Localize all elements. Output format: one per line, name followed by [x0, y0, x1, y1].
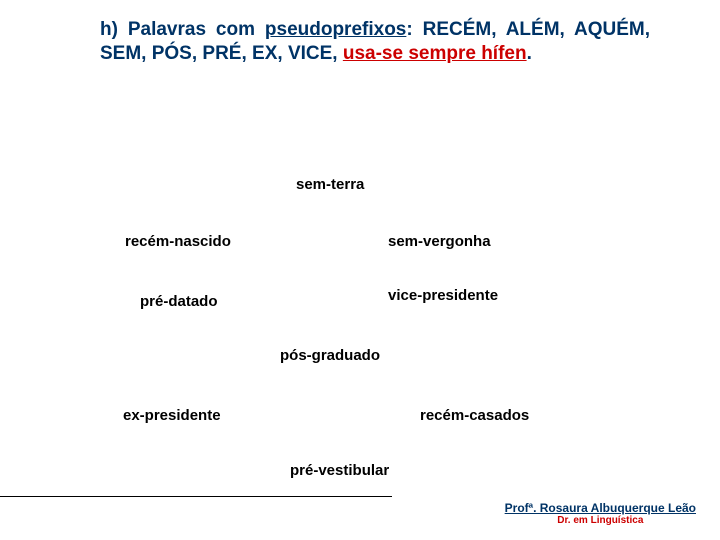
example-word-4: pré-datado	[140, 293, 218, 310]
example-word-7: ex-presidente	[123, 407, 221, 424]
example-word-6: pós-graduado	[280, 347, 380, 364]
example-word-9: pré-vestibular	[290, 462, 389, 479]
example-word-3: sem-vergonha	[388, 233, 491, 250]
footer-author: Profª. Rosaura Albuquerque Leão	[505, 501, 696, 515]
heading-part5: .	[527, 43, 532, 64]
divider-line	[0, 496, 392, 497]
footer-subtitle: Dr. em Linguística	[505, 515, 696, 526]
example-word-2: recém-nascido	[125, 233, 231, 250]
footer: Profª. Rosaura Albuquerque Leão Dr. em L…	[505, 501, 696, 526]
example-word-8: recém-casados	[420, 407, 529, 424]
slide-heading: h) Palavras com pseudoprefixos: RECÉM, A…	[0, 0, 720, 66]
heading-part1: h) Palavras com	[100, 19, 265, 40]
example-word-5: vice-presidente	[388, 287, 498, 304]
heading-underlined-1: pseudoprefixos	[265, 19, 406, 40]
heading-red: usa-se sempre hífen	[343, 43, 527, 64]
example-word-1: sem-terra	[296, 176, 364, 193]
